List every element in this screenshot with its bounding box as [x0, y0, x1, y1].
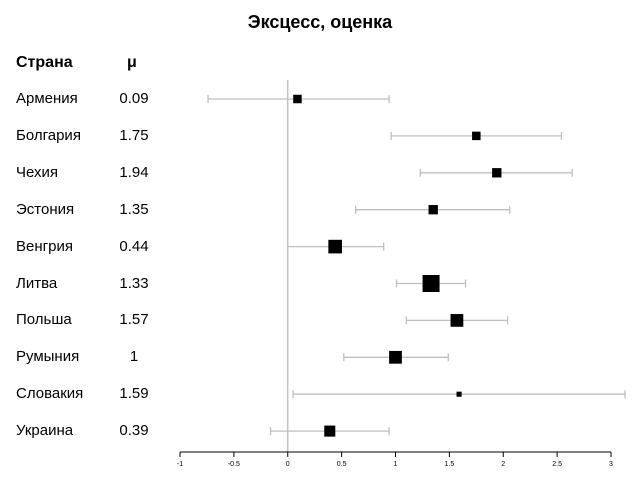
estimate-marker	[293, 94, 302, 104]
row-country-label: Украина	[16, 422, 74, 440]
row-mu-value: 1.57	[119, 311, 149, 329]
x-tick-label: 1	[394, 461, 398, 468]
row-mu-value: 1	[129, 348, 139, 366]
row-mu-value: 0.44	[119, 237, 149, 255]
chart-title: Эксцесс, оценка	[247, 12, 393, 32]
estimate-marker	[428, 205, 438, 215]
row-country-label: Венгрия	[16, 237, 73, 255]
x-tick-label: -0.5	[228, 461, 240, 468]
row-country-label: Болгария	[16, 126, 81, 144]
x-tick-label: -1	[177, 461, 183, 468]
mu-column-header: μ	[127, 54, 137, 71]
estimate-marker	[456, 391, 462, 397]
row-country-label: Литва	[16, 274, 58, 292]
row-country-label: Польша	[16, 311, 72, 329]
x-tick-label: 3	[609, 461, 613, 468]
row-country-label: Чехия	[16, 163, 59, 181]
x-tick-label: 0.5	[337, 461, 347, 468]
estimate-marker	[450, 314, 464, 327]
row-mu-value: 1.94	[119, 163, 149, 181]
row-mu-value: 1.35	[119, 200, 149, 218]
row-country-label: Армения	[16, 90, 78, 107]
row-mu-value: 1.59	[119, 385, 149, 403]
row-mu-value: 1.75	[119, 126, 149, 144]
x-tick-label: 2.5	[552, 461, 562, 468]
row-country-label: Словакия	[16, 385, 84, 403]
estimate-marker	[328, 239, 342, 254]
estimate-marker	[492, 168, 502, 178]
row-country-label: Румыния	[16, 348, 80, 366]
estimate-marker	[389, 350, 402, 364]
row-country-label: Эстония	[16, 200, 75, 218]
country-column-header: Страна	[16, 54, 73, 71]
estimate-marker	[472, 131, 481, 141]
x-tick-label: 0	[286, 461, 290, 468]
row-mu-value: 0.39	[119, 422, 149, 440]
estimate-marker	[422, 275, 440, 292]
row-mu-value: 1.33	[119, 274, 149, 292]
x-tick-label: 1.5	[445, 461, 455, 468]
row-mu-value: 0.09	[119, 90, 149, 107]
estimate-marker	[324, 425, 336, 437]
x-tick-label: 2	[501, 461, 505, 468]
